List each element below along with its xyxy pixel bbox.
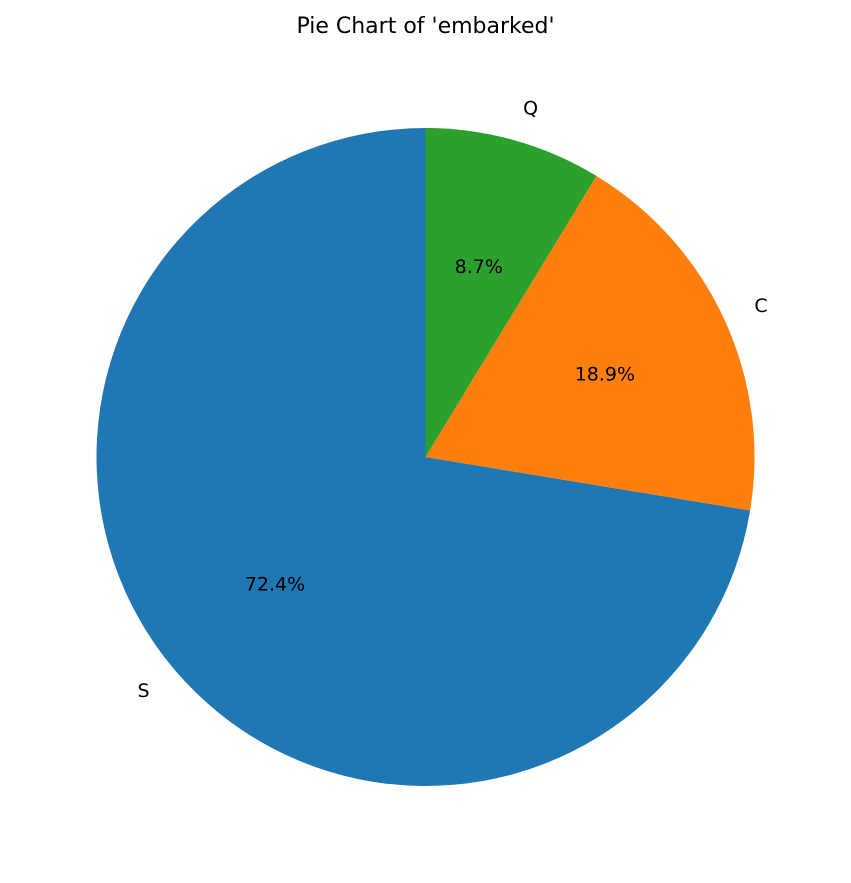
pie-labels: S 72.4% C 18.9% Q 8.7% xyxy=(138,98,768,703)
pie-slice-c xyxy=(425,175,755,511)
pie-slice-s xyxy=(96,128,751,786)
category-label-c: C xyxy=(754,295,767,317)
category-label-s: S xyxy=(138,680,150,702)
chart-title: Pie Chart of 'embarked' xyxy=(296,14,554,39)
category-label-q: Q xyxy=(523,98,538,120)
percent-label-q: 8.7% xyxy=(455,256,503,278)
pie-slices xyxy=(96,128,755,786)
percent-label-s: 72.4% xyxy=(245,574,305,596)
pie-slice-q xyxy=(425,128,597,457)
percent-label-c: 18.9% xyxy=(575,364,635,386)
